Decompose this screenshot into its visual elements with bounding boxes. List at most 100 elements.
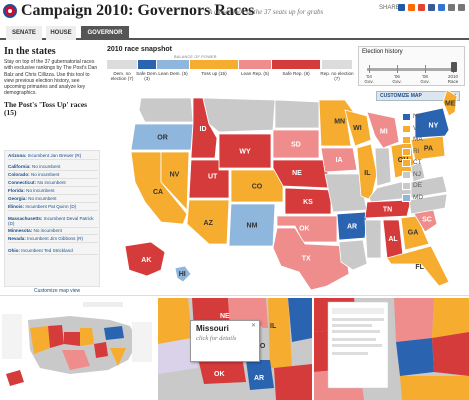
- tossup-incumbent: No incumbent: [30, 172, 60, 177]
- state-label: IA: [336, 157, 343, 164]
- history-year-06[interactable]: '06 Gov.: [392, 74, 402, 84]
- state-ks[interactable]: [284, 187, 332, 215]
- state-label: NM: [247, 223, 258, 230]
- tossup-state: Arizona:: [8, 153, 28, 158]
- tossup-row[interactable]: Arizona: Incumbent Jan Brewer (R): [8, 153, 98, 160]
- snapshot-bar-segment[interactable]: [107, 60, 137, 69]
- state-label: HI: [179, 271, 186, 278]
- snapshot-bar-segment[interactable]: [239, 60, 271, 69]
- tossup-row[interactable]: Massachusetts: Incumbent Deval Patrick (…: [8, 216, 98, 228]
- race-tabs: SENATE HOUSE GOVERNOR: [0, 26, 469, 40]
- election-history-title: Election history: [362, 49, 403, 55]
- northeast-state-ri[interactable]: RI: [402, 147, 460, 157]
- state-il[interactable]: [356, 143, 378, 201]
- state-wa[interactable]: [138, 97, 194, 123]
- tossup-state: California:: [8, 164, 32, 169]
- thumbnail-district-map[interactable]: [314, 298, 469, 400]
- facebook-icon[interactable]: [428, 4, 435, 11]
- tossup-row[interactable]: Connecticut: No incumbent: [8, 180, 98, 187]
- tab-governor[interactable]: GOVERNOR: [81, 26, 129, 40]
- state-ak[interactable]: [124, 241, 166, 277]
- tossup-row[interactable]: California: No incumbent: [8, 164, 98, 171]
- state-tx[interactable]: [272, 227, 350, 290]
- email-icon[interactable]: [448, 4, 455, 11]
- tossup-row[interactable]: Ohio: Incumbent Ted Strickland: [8, 248, 98, 255]
- state-wv[interactable]: [410, 161, 426, 183]
- state-pa[interactable]: [410, 135, 446, 161]
- state-mt[interactable]: [202, 97, 276, 133]
- snapshot-bar-segment[interactable]: [272, 60, 320, 69]
- stumbleupon-icon[interactable]: [418, 4, 425, 11]
- tab-senate[interactable]: SENATE: [6, 26, 42, 40]
- tossup-row[interactable]: Illinois: Incumbent Pat Quinn (D): [8, 204, 98, 211]
- tossup-state: Ohio:: [8, 248, 22, 253]
- state-ms[interactable]: [364, 219, 382, 259]
- northeast-state-vt[interactable]: VT: [402, 124, 460, 134]
- tossup-incumbent: Incumbent Pat Quinn (D): [25, 204, 77, 209]
- state-mi[interactable]: [366, 111, 400, 149]
- history-year-08[interactable]: '08 Gov.: [420, 74, 430, 84]
- state-ut[interactable]: [188, 159, 230, 199]
- state-nd[interactable]: [274, 99, 320, 129]
- state-ne[interactable]: [272, 159, 332, 189]
- snapshot-bar-segment[interactable]: [138, 60, 156, 69]
- state-fl[interactable]: [386, 245, 450, 287]
- election-history-panel: Election history '04 Gov. '06 Gov. '08 G…: [358, 46, 465, 86]
- delicious-icon[interactable]: [438, 4, 445, 11]
- northeast-state-ct[interactable]: CT: [402, 158, 460, 168]
- snapshot-bar-label: Lean Dem. (5): [158, 71, 188, 76]
- more-icon[interactable]: [458, 4, 465, 11]
- tossup-row[interactable]: Florida: No incumbent: [8, 188, 98, 195]
- state-wi[interactable]: [344, 109, 372, 147]
- northeast-state-nh[interactable]: NH: [402, 112, 460, 122]
- state-ar[interactable]: [336, 211, 368, 241]
- svg-text:NE: NE: [220, 313, 230, 320]
- state-tooltip[interactable]: Missouri click for details ✕: [190, 320, 260, 362]
- state-ny[interactable]: [414, 107, 450, 139]
- state-ia[interactable]: [320, 147, 358, 173]
- history-slider-track[interactable]: [367, 68, 455, 71]
- snapshot-bar-label: Dem. no election (7): [110, 71, 134, 81]
- state-nv[interactable]: [160, 151, 190, 211]
- close-icon[interactable]: ✕: [250, 323, 256, 329]
- tossup-row[interactable]: Colorado: No incumbent: [8, 172, 98, 179]
- northeast-swatch: [402, 136, 411, 144]
- state-hi[interactable]: [174, 265, 192, 283]
- state-or[interactable]: [130, 123, 194, 151]
- state-nc[interactable]: [408, 193, 448, 215]
- state-va[interactable]: [410, 175, 448, 199]
- history-year-04[interactable]: '04 Gov.: [364, 74, 374, 84]
- snapshot-bar-segment[interactable]: [157, 60, 189, 69]
- northeast-state-md[interactable]: MD: [402, 193, 460, 203]
- state-in[interactable]: [374, 147, 392, 187]
- snapshot-bar-segment[interactable]: [190, 60, 238, 69]
- tossup-row[interactable]: Nevada: Incumbent Jim Gibbons (R): [8, 236, 98, 243]
- state-me[interactable]: [442, 89, 458, 117]
- state-co[interactable]: [230, 169, 284, 203]
- thumbnail-full-map[interactable]: [0, 298, 156, 400]
- tossup-row[interactable]: Minnesota: No incumbent: [8, 228, 98, 235]
- state-label: ID: [200, 126, 207, 133]
- digg-icon[interactable]: [398, 4, 405, 11]
- state-label: MN: [334, 119, 345, 126]
- state-wy[interactable]: [218, 133, 272, 169]
- tossup-row[interactable]: Georgia: No incumbent: [8, 196, 98, 203]
- state-label: IL: [364, 170, 371, 177]
- tab-house[interactable]: HOUSE: [46, 26, 76, 40]
- state-az[interactable]: [186, 199, 230, 245]
- state-sd[interactable]: [272, 129, 320, 159]
- state-tn[interactable]: [364, 199, 412, 219]
- state-label: SC: [422, 217, 432, 224]
- state-label: AK: [141, 257, 151, 264]
- state-label: WI: [353, 125, 362, 132]
- northeast-state-ma[interactable]: MA: [402, 135, 460, 145]
- state-ga[interactable]: [400, 215, 430, 251]
- customize-map-view-link[interactable]: Customize map view: [34, 288, 81, 294]
- northeast-state-nj[interactable]: NJ: [402, 170, 460, 180]
- history-year-2010[interactable]: 2010 Race: [447, 74, 459, 84]
- snapshot-bar-segment[interactable]: [322, 60, 352, 69]
- history-slider-handle[interactable]: [451, 62, 457, 72]
- reddit-icon[interactable]: [408, 4, 415, 11]
- northeast-state-de[interactable]: DE: [402, 181, 460, 191]
- state-la[interactable]: [338, 239, 368, 271]
